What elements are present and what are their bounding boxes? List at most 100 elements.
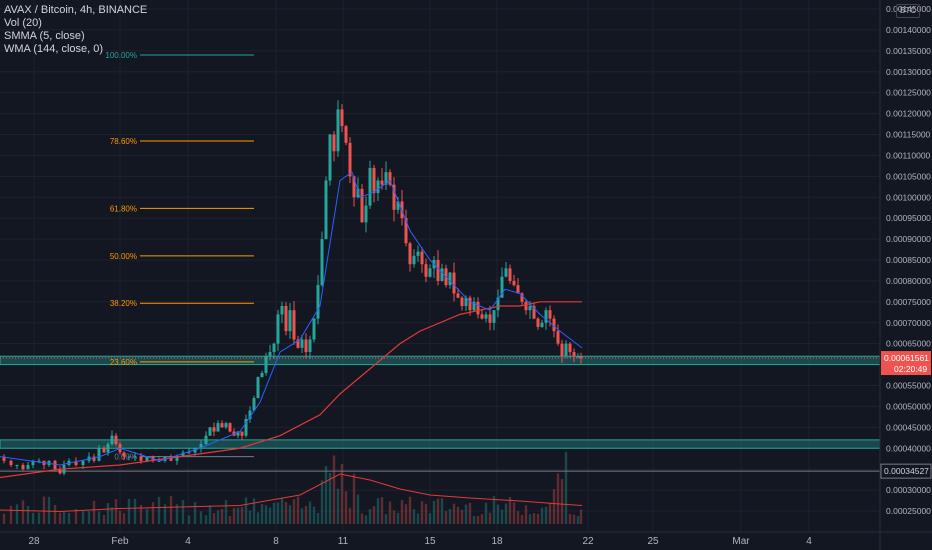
- candle-body: [284, 306, 288, 332]
- candle-body: [47, 460, 51, 465]
- fib-level-label: 38.20%: [110, 299, 137, 308]
- volume-bar: [139, 504, 143, 524]
- price-axis[interactable]: 0.00145000 0.00140000 0.00135000 0.00130000…: [879, 0, 932, 550]
- volume-bar: [264, 505, 268, 524]
- volume-bar: [2, 513, 6, 524]
- level-badge[interactable]: [880, 463, 932, 479]
- volume-bar: [175, 504, 179, 524]
- candle-body: [384, 172, 388, 185]
- time-tick-label: 25: [647, 536, 659, 547]
- candle-body: [216, 423, 220, 432]
- volume-bar: [133, 498, 137, 524]
- candle-body: [21, 464, 25, 470]
- candle-body: [440, 268, 444, 281]
- price-tick-label: 0.00140000: [886, 25, 931, 35]
- candle-body: [428, 268, 432, 277]
- candle-body: [516, 285, 520, 294]
- symbol-label[interactable]: AVAX / Bitcoin, 4h, BINANCE: [4, 4, 148, 16]
- volume-bar: [193, 502, 197, 524]
- candle-body: [548, 310, 552, 319]
- volume-bar: [208, 505, 212, 524]
- volume-bar: [348, 507, 352, 524]
- volume-bar: [260, 503, 264, 524]
- candle-body: [540, 322, 544, 327]
- support-zone[interactable]: [0, 439, 881, 449]
- candle-body: [416, 251, 420, 256]
- candle-body: [332, 134, 336, 152]
- candle-body: [316, 285, 320, 319]
- candle-body: [157, 460, 161, 462]
- volume-bar: [360, 513, 364, 524]
- candle-body: [568, 343, 572, 353]
- currency-badge[interactable]: BTC: [896, 4, 920, 18]
- candle-body: [122, 452, 126, 457]
- candle-body: [181, 452, 185, 457]
- level-value: 0.00034527: [884, 466, 929, 476]
- volume-bar: [579, 509, 583, 524]
- volume-bar: [324, 465, 328, 524]
- candle-body: [320, 239, 324, 286]
- candle-body: [127, 456, 131, 458]
- candle-body: [169, 456, 173, 461]
- volume-bar: [552, 489, 556, 524]
- candle-body: [212, 427, 216, 432]
- volume-bar: [102, 515, 106, 524]
- candle-body: [436, 260, 440, 281]
- volume-bar: [408, 496, 412, 524]
- candle-body: [31, 460, 35, 465]
- chart-legend: AVAX / Bitcoin, 4h, BINANCE Vol (20) SMM…: [4, 4, 147, 56]
- volume-bar: [296, 496, 300, 524]
- time-tick-label: Feb: [111, 536, 129, 547]
- volume-bar: [520, 514, 524, 524]
- candle-body: [464, 297, 468, 307]
- countdown-value: 02:20:49: [894, 364, 927, 374]
- volume-bar: [372, 506, 376, 524]
- volume-bar: [516, 511, 520, 524]
- volume-bar: [145, 508, 149, 524]
- volume-bar: [456, 506, 460, 524]
- candle-body: [81, 460, 85, 465]
- volume-bar: [114, 499, 118, 524]
- volume-bar: [452, 503, 456, 524]
- candle-body: [376, 180, 380, 194]
- volume-bar: [256, 512, 260, 524]
- candle-body: [500, 276, 504, 298]
- candle-body: [536, 318, 540, 327]
- volume-bar: [47, 496, 51, 524]
- volume-bar: [332, 455, 336, 524]
- candle-body: [53, 460, 57, 470]
- candle-body: [368, 167, 372, 206]
- candle-body: [564, 343, 568, 357]
- candle-body: [544, 310, 548, 323]
- smma-indicator-label[interactable]: SMMA (5, close): [4, 30, 85, 42]
- volume-bar: [280, 498, 284, 524]
- volume-ma-line: [0, 473, 583, 513]
- last-price-value: 0.00061561: [884, 353, 929, 363]
- volume-bar: [444, 511, 448, 524]
- candle-body: [187, 452, 191, 454]
- volume-bar: [548, 502, 552, 524]
- candle-body: [264, 356, 268, 373]
- volume-bar: [151, 502, 155, 524]
- indicator-lines: [0, 171, 880, 513]
- wma-indicator-label[interactable]: WMA (144, close, 0): [4, 43, 104, 55]
- fibonacci-retracement[interactable]: 100.00% 78.60% 61.80% 50.00% 38.20% 23.60% 0.0…: [105, 51, 254, 462]
- candle-body: [392, 184, 396, 210]
- volume-bar: [352, 473, 356, 524]
- candle-body: [208, 427, 212, 436]
- candle-body: [348, 142, 352, 177]
- volume-bar: [288, 505, 292, 524]
- candle-body: [460, 297, 464, 307]
- price-tick-label: 0.00115000: [886, 130, 931, 140]
- volume-bar: [110, 507, 114, 524]
- volume-indicator-label[interactable]: Vol (20): [4, 17, 42, 29]
- volume-bar: [304, 505, 308, 524]
- time-tick-label: Mar: [732, 536, 750, 547]
- last-price-badge[interactable]: [881, 351, 931, 376]
- time-axis[interactable]: 28 Feb 4 8 11 15 18 22 25 Mar 4: [0, 531, 932, 547]
- candle-body: [268, 352, 272, 357]
- candle-body: [92, 456, 96, 461]
- candle-body: [476, 301, 480, 315]
- volume-bar: [364, 515, 368, 524]
